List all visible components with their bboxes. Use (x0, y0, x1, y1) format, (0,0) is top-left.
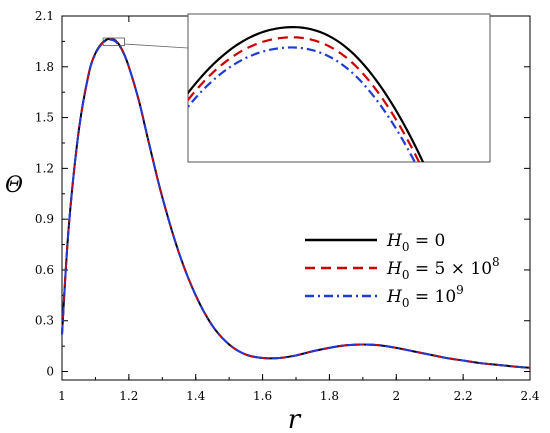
inset-series-group (188, 25, 425, 162)
x-tick-label: 1.6 (253, 389, 272, 403)
x-tick-label: 2 (392, 389, 400, 403)
y-tick-label: 1.2 (35, 161, 54, 175)
y-tick-label: 2.1 (35, 9, 54, 23)
zoom-box (102, 37, 125, 47)
legend-symbol: H (386, 259, 403, 279)
y-tick-label: 0.6 (35, 263, 54, 277)
y-tick-label: 0 (46, 365, 54, 379)
zoom-connector (124, 43, 189, 49)
legend-value: = 5 × 10 (409, 259, 492, 279)
legend-value: = 10 (409, 287, 456, 307)
y-axis-label: Θ (5, 173, 23, 198)
inset-series-line-2 (188, 36, 421, 162)
legend-superscript: 9 (456, 283, 464, 297)
x-axis-label: r (288, 405, 302, 433)
legend-superscript: 8 (492, 255, 500, 269)
inset-plot (187, 13, 491, 163)
legend-symbol: H (386, 231, 403, 251)
inset-series-line-3 (188, 46, 417, 162)
legend-subscript: 0 (402, 296, 410, 310)
x-tick-label: 1.2 (119, 389, 138, 403)
y-tick-label: 0.9 (35, 212, 54, 226)
y-tick-label: 1.8 (35, 60, 54, 74)
x-tick-label: 1.8 (320, 389, 339, 403)
series-line-3 (61, 38, 531, 369)
legend-label-2: H0 = 5 × 108 (386, 255, 500, 282)
x-tick-label: 2.2 (454, 389, 473, 403)
legend-value: = 0 (409, 231, 445, 251)
legend-symbol: H (386, 287, 403, 307)
legend-subscript: 0 (402, 240, 410, 254)
y-tick-label: 1.5 (35, 111, 54, 125)
inset-frame (187, 13, 491, 163)
legend-label-3: H0 = 109 (386, 283, 464, 310)
legend-subscript: 0 (402, 268, 410, 282)
legend-label-1: H0 = 0 (386, 231, 445, 254)
x-tick-label: 2.4 (520, 389, 539, 403)
inset-series-line-1 (188, 25, 425, 162)
x-tick-label: 1.4 (186, 389, 205, 403)
x-tick-label: 1 (58, 389, 66, 403)
y-tick-label: 0.3 (35, 314, 54, 328)
zoom-region (102, 37, 189, 49)
